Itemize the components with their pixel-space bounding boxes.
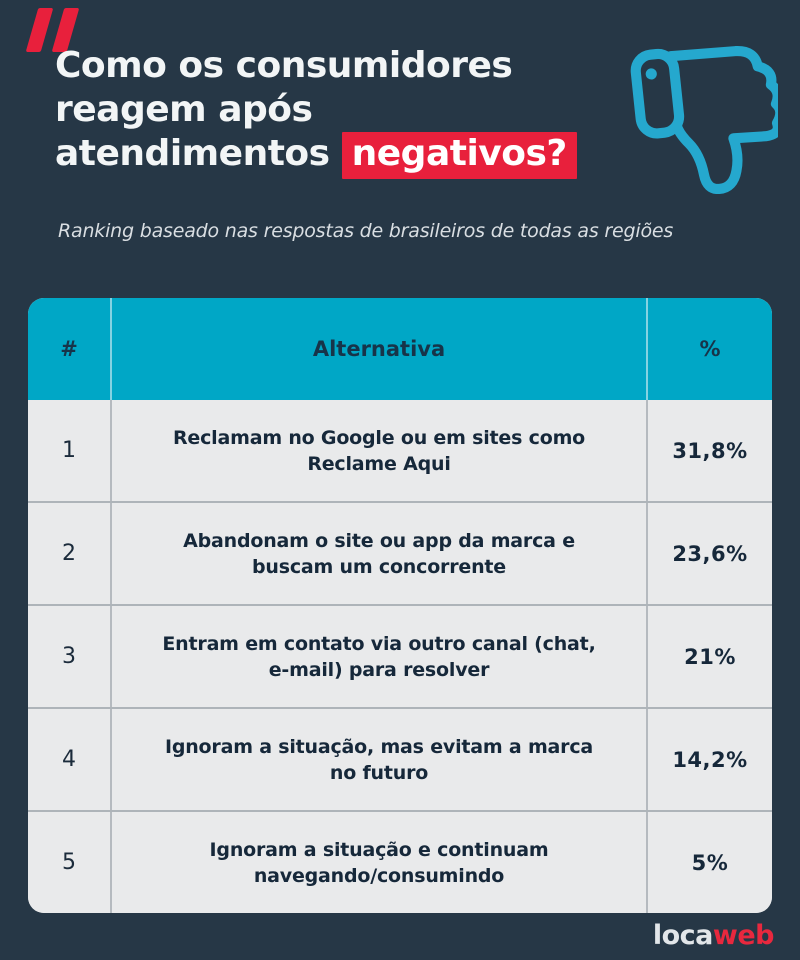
page-title: Como os consumidores reagem após atendim… [55,44,635,179]
title-highlight: negativos? [341,132,577,179]
ranking-table: # Alternativa % 1 Reclamam no Google ou … [28,298,772,913]
table-row: 2 Abandonam o site ou app da marca e bus… [28,501,772,604]
logo-text-web: web [712,920,775,951]
alternative-text: Abandonam o site ou app da marca e busca… [112,503,648,604]
percent-value: 5% [691,850,729,875]
rank-value: 1 [28,400,112,501]
subtitle: Ranking baseado nas respostas de brasile… [58,220,674,242]
table-row: 3 Entram em contato via outro canal (cha… [28,604,772,707]
title-line2: reagem após [55,89,313,130]
alternative-text: Ignoram a situação e continuam navegando… [112,812,648,913]
percent-value: 14,2% [672,747,748,772]
column-header-rank: # [28,298,112,400]
locaweb-logo: locaweb [652,920,775,951]
rank-value: 2 [28,503,112,604]
logo-text-loca: loca [652,920,714,951]
alternative-text: Entram em contato via outro canal (chat,… [112,606,648,707]
percent-value: 23,6% [672,541,748,566]
title-line3: atendimentos [55,133,330,174]
percent-value: 21% [684,644,736,669]
table-header-row: # Alternativa % [28,298,772,400]
alternative-text: Reclamam no Google ou em sites como Recl… [112,400,648,501]
table-row: 5 Ignoram a situação e continuam navegan… [28,810,772,913]
rank-value: 5 [28,812,112,913]
alternative-text: Ignoram a situação, mas evitam a marca n… [112,709,648,810]
rank-value: 3 [28,606,112,707]
percent-value: 31,8% [672,438,748,463]
table-row: 1 Reclamam no Google ou em sites como Re… [28,400,772,501]
column-header-alternative: Alternativa [112,298,648,400]
title-line1: Como os consumidores [55,45,513,86]
column-header-percent: % [699,337,721,361]
thumbs-down-icon [626,42,786,195]
table-row: 4 Ignoram a situação, mas evitam a marca… [28,707,772,810]
rank-value: 4 [28,709,112,810]
quote-bar [25,8,54,52]
